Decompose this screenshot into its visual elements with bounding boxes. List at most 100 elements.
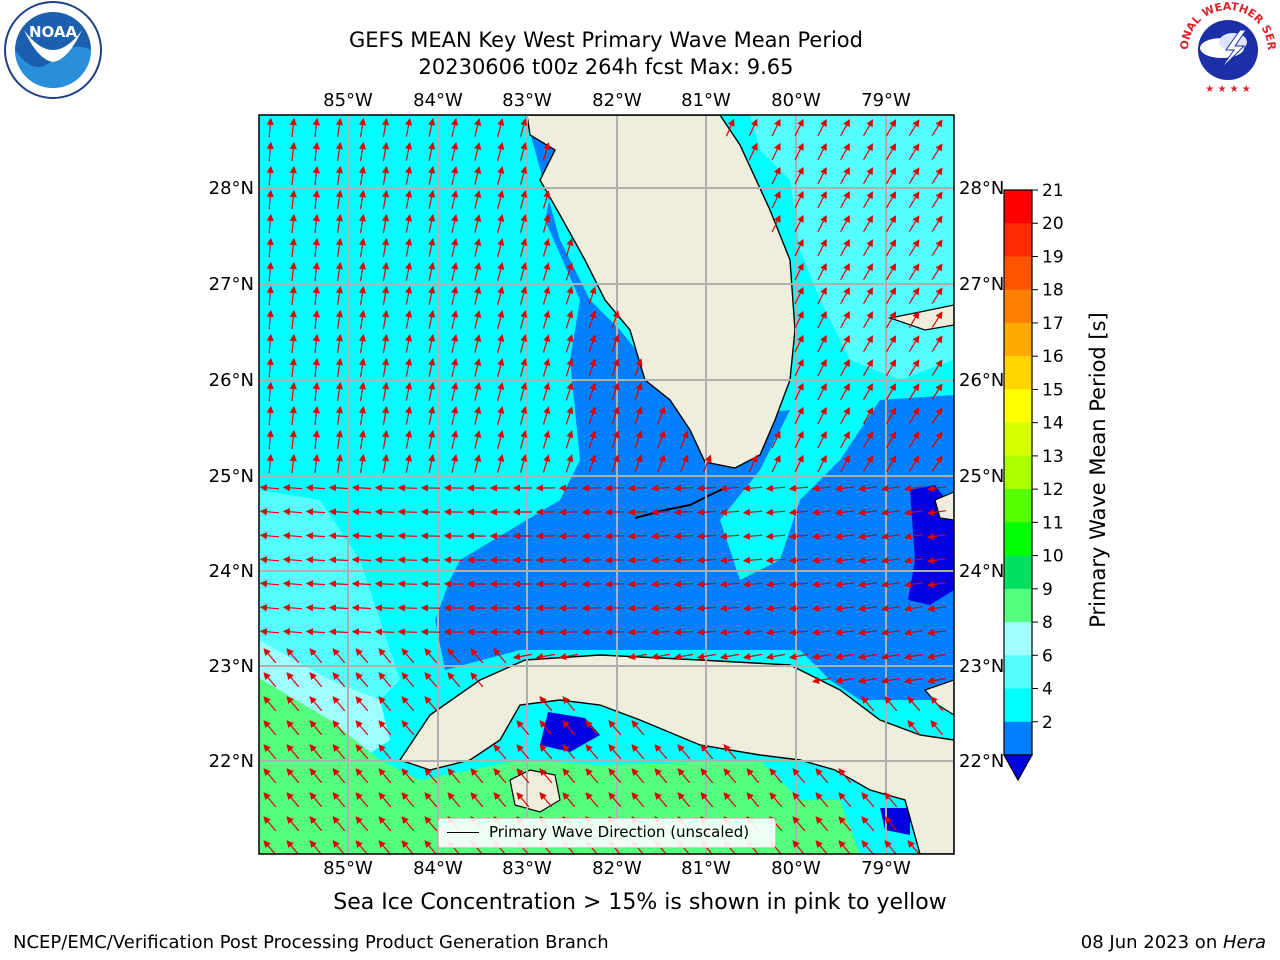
wave-direction-arrow xyxy=(286,744,300,760)
wave-direction-arrow xyxy=(742,556,763,564)
wave-direction-arrow xyxy=(627,484,648,492)
wave-direction-arrow xyxy=(863,311,873,329)
wave-direction-arrow xyxy=(815,768,829,784)
wave-direction-arrow xyxy=(880,652,901,661)
colorbar-extend-triangle xyxy=(1002,754,1034,782)
wave-direction-arrow xyxy=(588,310,597,329)
wave-direction-arrow xyxy=(401,792,415,808)
wave-direction-arrow xyxy=(634,430,643,449)
wave-direction-arrow xyxy=(673,628,694,636)
wave-direction-arrow xyxy=(908,287,920,305)
wave-direction-arrow xyxy=(771,166,781,185)
wave-direction-arrow xyxy=(378,768,392,784)
wave-direction-arrow xyxy=(817,262,827,281)
wave-direction-arrow xyxy=(631,720,645,736)
wave-direction-arrow xyxy=(765,652,786,661)
wave-direction-arrow xyxy=(792,816,806,832)
wave-direction-arrow xyxy=(374,532,395,540)
wave-direction-arrow xyxy=(742,508,763,516)
wave-direction-arrow xyxy=(474,382,482,401)
lat-label-right: 25°N xyxy=(959,466,1004,487)
wave-direction-arrow xyxy=(401,696,415,712)
lon-label-top: 84°W xyxy=(413,90,463,111)
wave-direction-arrow xyxy=(908,383,920,401)
wave-direction-arrow xyxy=(581,484,602,492)
wave-direction-arrow xyxy=(765,532,786,540)
wave-direction-arrow xyxy=(397,604,418,612)
wave-direction-arrow xyxy=(520,430,528,449)
wave-direction-arrow xyxy=(259,604,280,612)
wave-direction-arrow xyxy=(428,358,436,377)
wave-direction-arrow xyxy=(840,455,850,473)
wave-direction-arrow xyxy=(588,454,597,473)
wave-direction-arrow xyxy=(428,238,436,257)
wave-direction-arrow xyxy=(358,213,367,233)
wave-direction-arrow xyxy=(885,359,897,377)
colorbar-segment xyxy=(1004,422,1032,457)
wave-direction-arrow xyxy=(880,556,900,564)
wave-direction-arrow xyxy=(908,311,920,329)
wave-direction-arrow xyxy=(312,429,320,449)
colorbar-segment xyxy=(1004,489,1032,523)
wave-direction-arrow xyxy=(608,768,622,784)
wave-direction-arrow xyxy=(428,334,436,353)
wave-direction-arrow xyxy=(381,381,390,402)
wave-direction-arrow xyxy=(817,406,827,425)
lat-label-left: 25°N xyxy=(209,466,254,487)
wave-direction-arrow xyxy=(309,840,322,854)
wave-direction-arrow xyxy=(627,532,648,540)
wave-direction-arrow xyxy=(788,604,809,612)
wave-direction-arrow xyxy=(627,556,648,564)
wave-direction-arrow xyxy=(451,166,459,185)
wave-direction-arrow xyxy=(328,580,349,588)
wave-direction-arrow xyxy=(335,141,343,161)
wave-direction-arrow xyxy=(857,628,877,636)
wave-direction-arrow xyxy=(328,484,349,492)
colorbar-segment xyxy=(1004,588,1032,623)
wave-direction-arrow xyxy=(604,628,625,636)
wave-direction-arrow xyxy=(309,744,323,760)
wave-direction-arrow xyxy=(289,141,297,161)
wave-direction-arrow xyxy=(470,648,484,664)
wave-direction-arrow xyxy=(811,556,831,564)
wave-direction-arrow xyxy=(588,334,597,353)
wave-direction-arrow xyxy=(542,262,551,281)
wave-direction-arrow xyxy=(397,532,418,540)
wave-direction-arrow xyxy=(335,429,343,449)
wave-direction-arrow xyxy=(428,310,436,329)
wave-direction-arrow xyxy=(742,628,763,636)
wave-direction-arrow xyxy=(565,262,574,281)
wave-direction-arrow xyxy=(405,334,413,353)
wave-direction-arrow xyxy=(611,310,620,329)
wave-direction-arrow xyxy=(266,285,274,306)
wave-direction-arrow xyxy=(312,453,320,473)
wave-direction-arrow xyxy=(588,286,597,305)
wave-direction-arrow xyxy=(447,792,461,808)
wave-direction-arrow xyxy=(474,358,482,377)
wave-direction-arrow xyxy=(650,556,671,564)
wave-direction-arrow xyxy=(401,816,415,832)
wave-direction-arrow xyxy=(497,358,505,377)
wave-direction-arrow xyxy=(788,484,809,492)
wave-direction-arrow xyxy=(289,309,297,329)
lat-label-right: 28°N xyxy=(959,178,1004,199)
wave-direction-arrow xyxy=(863,263,873,281)
wave-direction-arrow xyxy=(903,508,923,516)
wave-direction-arrow xyxy=(903,484,923,492)
wave-direction-arrow xyxy=(880,508,900,516)
wave-direction-arrow xyxy=(702,454,712,473)
wave-direction-arrow xyxy=(451,382,459,401)
wave-direction-arrow xyxy=(355,816,369,832)
wave-direction-arrow xyxy=(470,792,484,808)
wave-direction-arrow xyxy=(885,239,897,257)
wave-direction-arrow xyxy=(885,215,897,233)
wave-direction-arrow xyxy=(931,335,943,352)
wave-direction-arrow xyxy=(673,484,694,492)
wave-direction-arrow xyxy=(312,333,320,353)
sea-ice-note: Sea Ice Concentration > 15% is shown in … xyxy=(333,890,947,915)
wave-direction-arrow xyxy=(884,840,897,854)
wave-direction-arrow xyxy=(474,214,482,233)
wave-direction-arrow xyxy=(497,334,505,353)
wave-direction-arrow xyxy=(746,792,760,808)
